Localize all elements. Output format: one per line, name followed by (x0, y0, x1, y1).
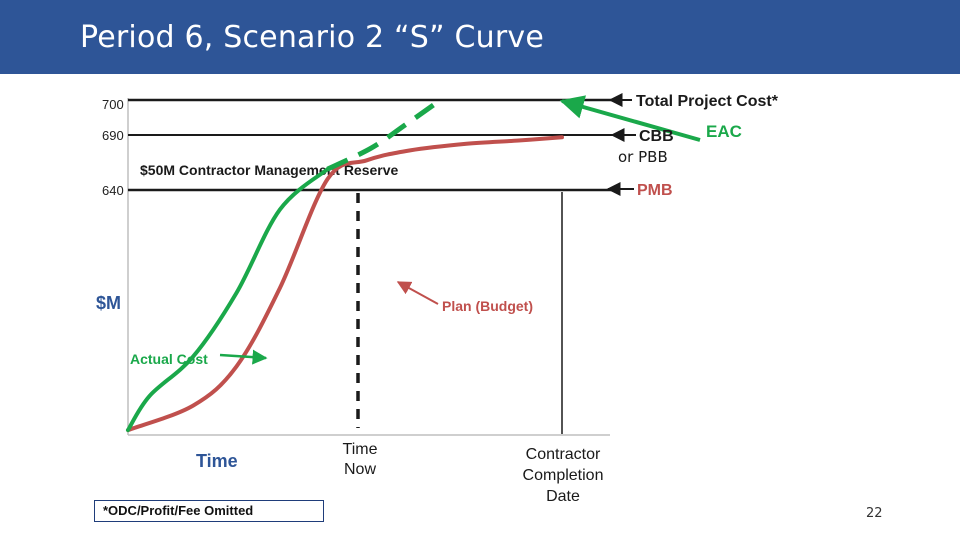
plan-budget-line (126, 135, 564, 433)
pbb-label: or PBB (618, 148, 668, 166)
y-tick-640: 640 (102, 183, 124, 198)
footnote-box: *ODC/Profit/Fee Omitted (94, 500, 324, 522)
actual-cost-label: Actual Cost (130, 351, 208, 367)
y-tick-700: 700 (102, 97, 124, 112)
reserve-label: $50M Contractor Management Reserve (140, 162, 399, 178)
completion-date-label: Contractor Completion Date (523, 446, 604, 504)
total-project-cost-label: Total Project Cost* (636, 93, 779, 110)
plan-label: Plan (Budget) (442, 298, 533, 314)
cbb-label: CBB (639, 128, 674, 145)
s-curve-chart: 700 690 640 $M $50M Contractor Managemen… (96, 93, 779, 504)
y-tick-690: 690 (102, 128, 124, 143)
x-axis-label: Time (196, 451, 238, 471)
time-now-label: Time Now (343, 441, 378, 478)
actual-cost-arrow (219, 349, 268, 365)
plan-arrow (396, 281, 439, 305)
title-bar: Period 6, Scenario 2 “S” Curve (0, 0, 960, 74)
pmb-label: PMB (637, 182, 673, 199)
slide-number: 22 (866, 506, 883, 521)
y-axis-label: $M (96, 293, 121, 313)
eac-label: EAC (706, 122, 742, 141)
actual-cost-line (126, 167, 330, 433)
eac-dashed-line (326, 97, 442, 172)
slide-title: Period 6, Scenario 2 “S” Curve (80, 20, 544, 55)
eac-arrow (559, 95, 701, 142)
